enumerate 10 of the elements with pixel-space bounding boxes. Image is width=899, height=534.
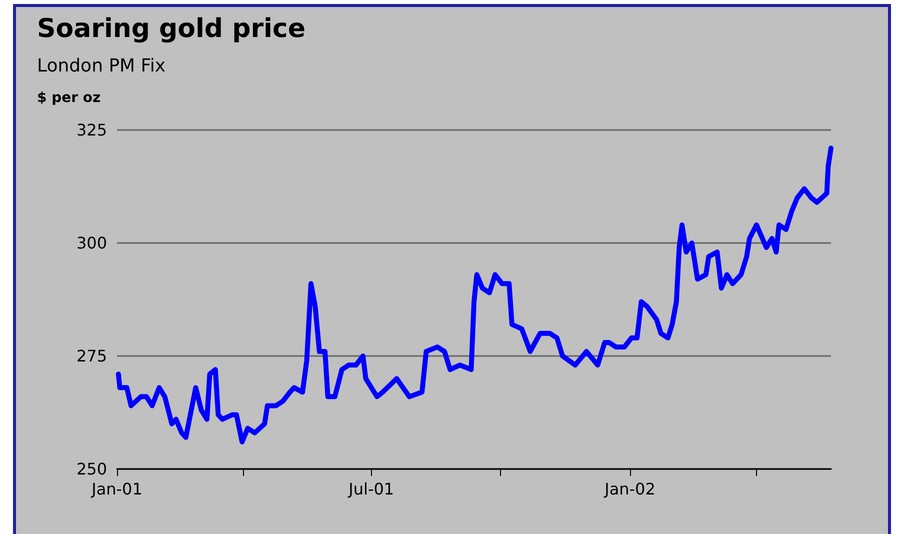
x-tick-label: Jul-01 (348, 480, 394, 498)
x-tick-label: Jan-01 (90, 480, 142, 498)
y-tick-label: 275 (76, 346, 107, 366)
y-tick-label: 300 (76, 234, 107, 252)
chart-subtitle: London PM Fix (37, 56, 166, 76)
y-tick-label: 325 (76, 120, 107, 140)
x-tick-label: Jan-02 (604, 480, 656, 498)
chart-title: Soaring gold price (37, 14, 306, 44)
y-axis-title: $ per oz (37, 90, 101, 106)
y-tick-label: 250 (76, 460, 107, 478)
